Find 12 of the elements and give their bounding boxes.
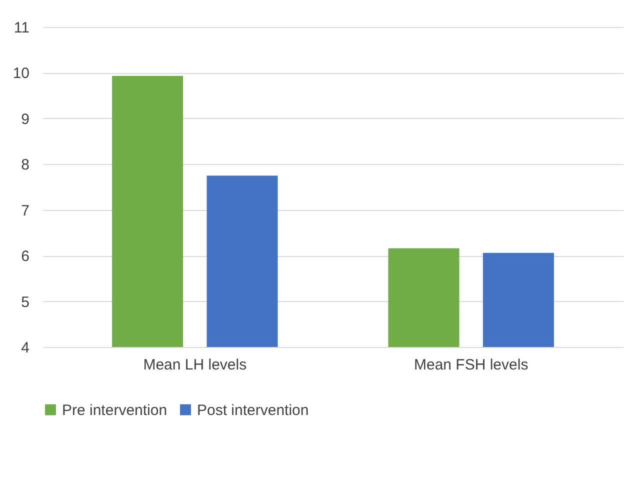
legend-label: Post intervention <box>197 402 309 419</box>
legend-label: Pre intervention <box>62 402 168 419</box>
y-tick-label: 11 <box>14 20 30 36</box>
y-tick-label: 7 <box>21 202 30 220</box>
y-tick-label: 5 <box>21 294 30 311</box>
x-tick-label: Mean FSH levels <box>414 356 528 374</box>
y-tick-label: 8 <box>21 156 30 174</box>
y-tick-label: 10 <box>12 65 30 82</box>
y-tick-label: 6 <box>21 248 30 266</box>
y-tick-label: 4 <box>21 340 30 356</box>
x-tick-label: Mean LH levels <box>143 356 247 374</box>
y-tick-label: 9 <box>21 110 30 128</box>
